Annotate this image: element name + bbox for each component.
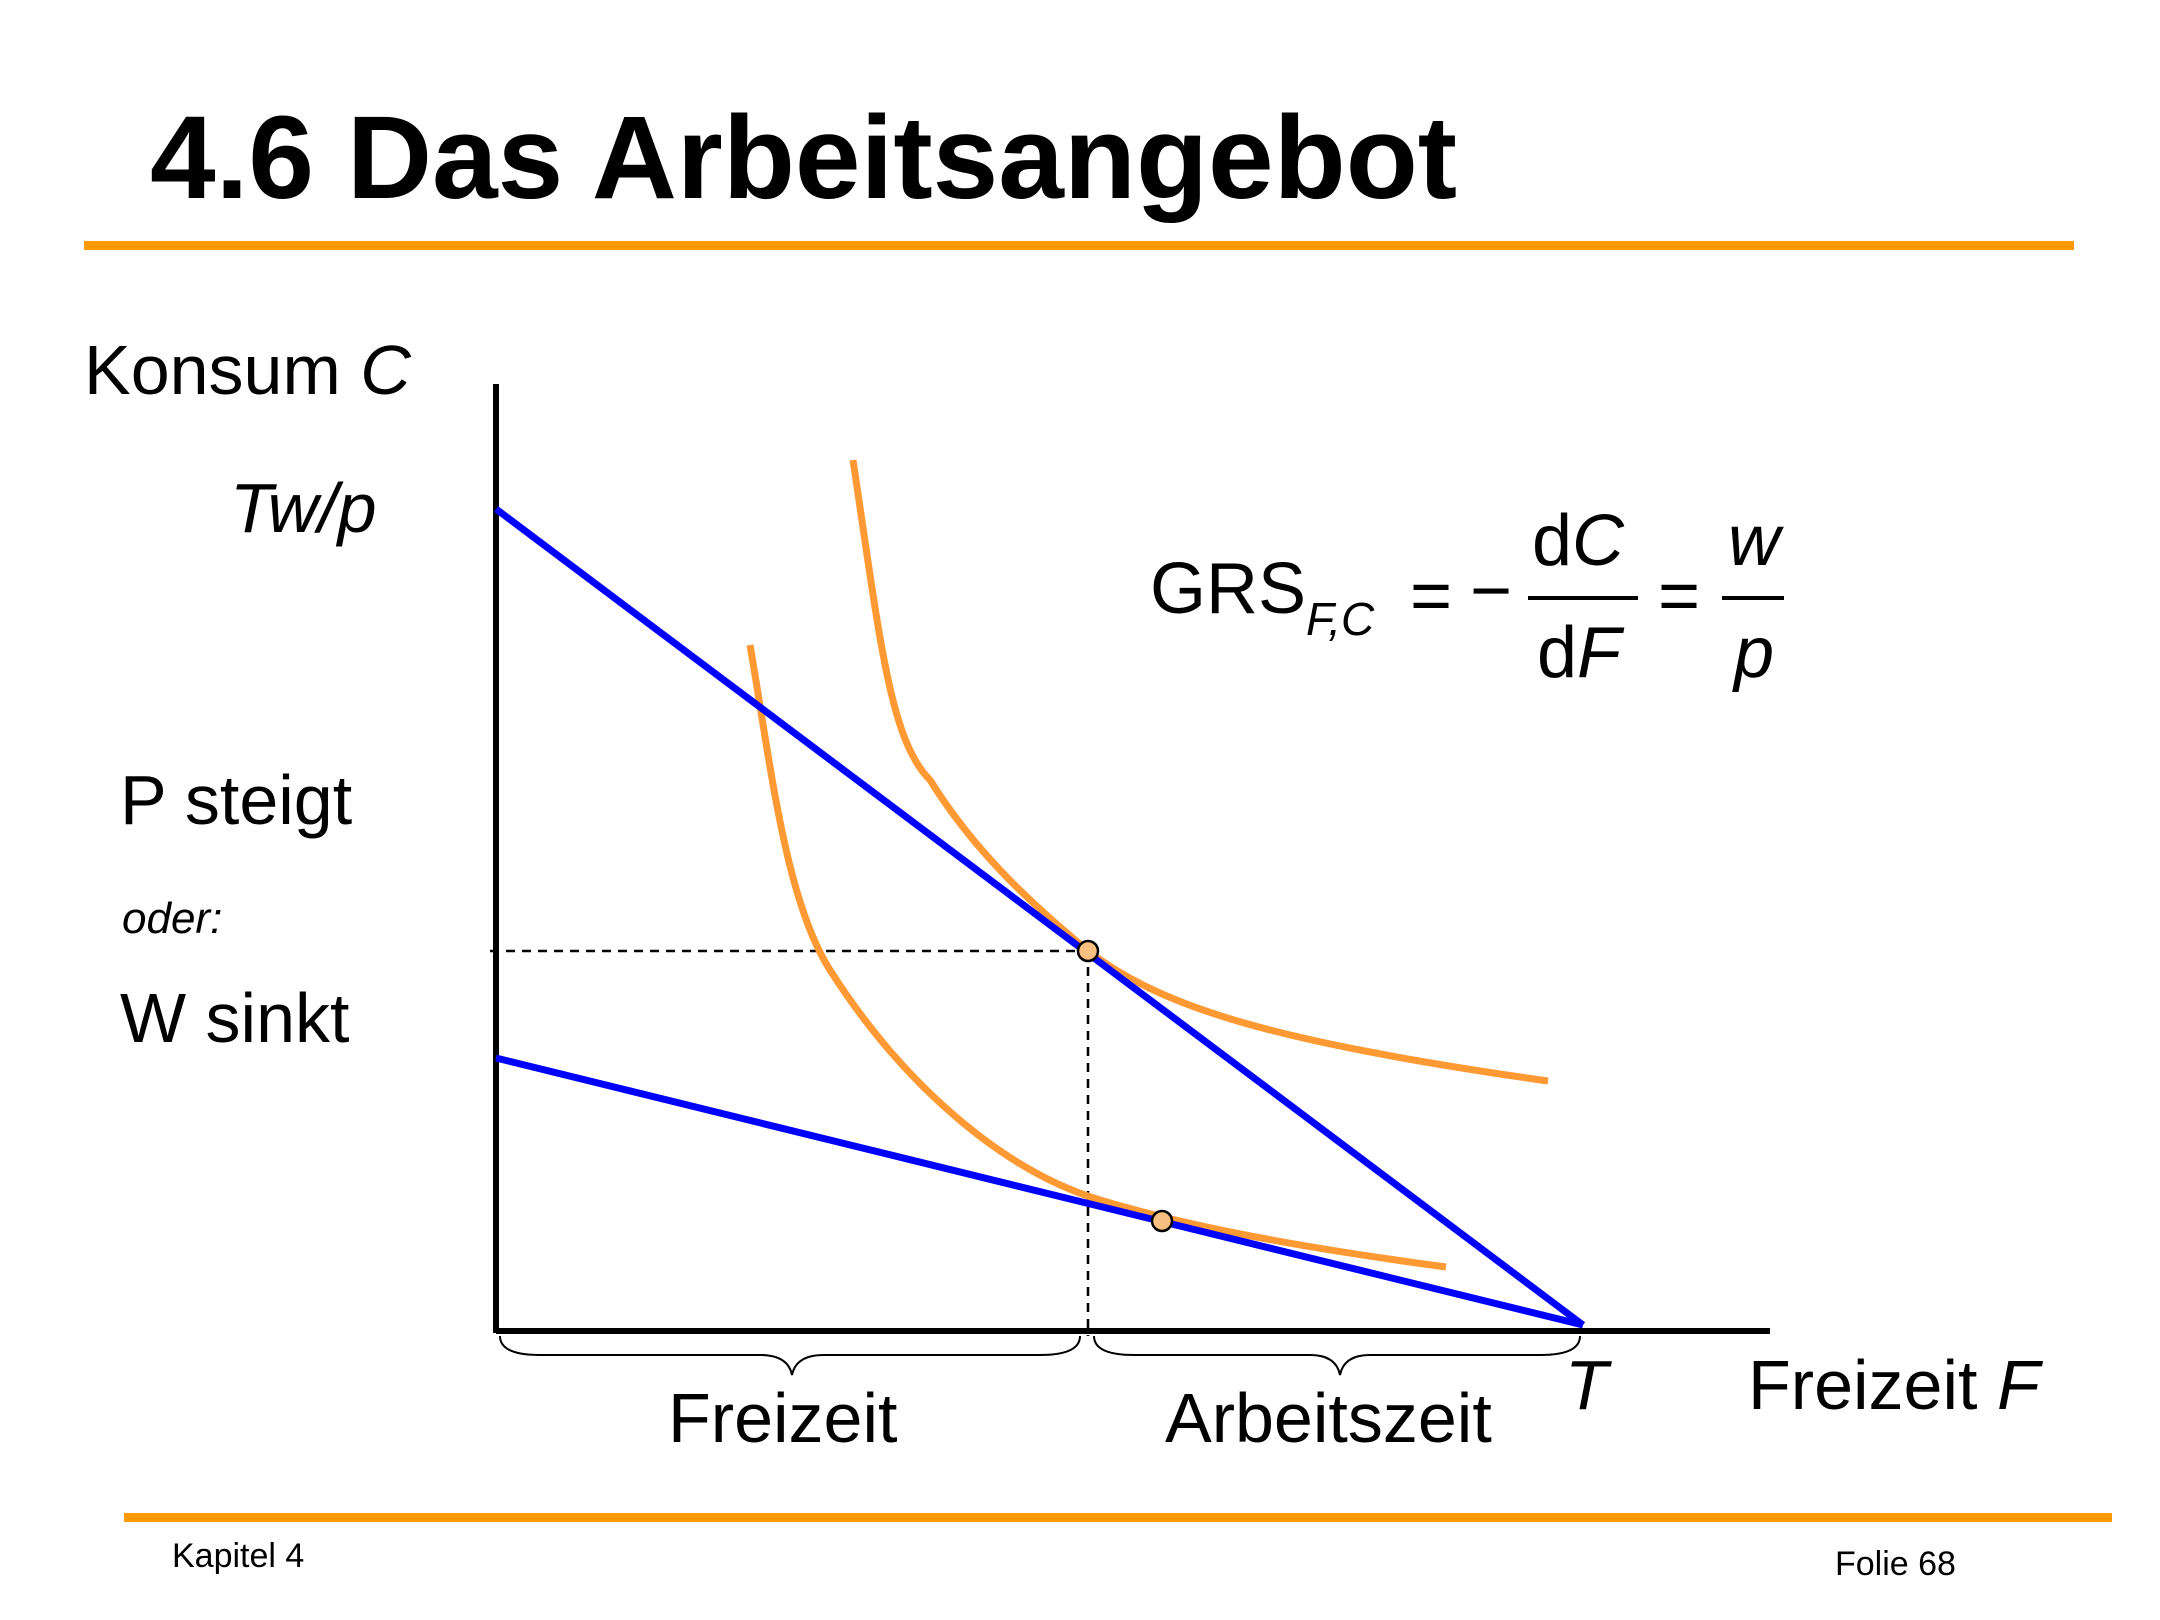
optimum-point-original (1076, 939, 1100, 963)
formula-minus: − (1470, 551, 1513, 631)
optimum-point-new (1150, 1209, 1174, 1233)
footer-slide-number: Folie 68 (1835, 1545, 1956, 1583)
fraction-2-numerator: w (1728, 501, 1780, 581)
title-underline (84, 241, 2074, 250)
budget-line-original (493, 506, 1586, 1328)
fraction-2-denominator: p (1734, 613, 1775, 693)
fraction-1-denominator: dF (1537, 613, 1622, 693)
side-note-oder: oder: (122, 894, 223, 943)
side-note-w-sinkt: W sinkt (120, 979, 350, 1057)
formula-lhs: GRSF,C (1150, 549, 1375, 645)
indifference-curve-upper (849, 459, 1549, 1085)
brace-label-freizeit: Freizeit (668, 1379, 898, 1457)
y-axis-label-text: Konsum (84, 331, 341, 409)
fraction-1-bar (1528, 596, 1638, 600)
budget-line-new (495, 1054, 1584, 1329)
brace-freizeit (499, 1335, 1081, 1376)
x-axis-label-text: Freizeit (1748, 1346, 1978, 1424)
y-intercept-label: Tw/p (230, 469, 377, 547)
slide-title: 4.6 Das Arbeitsangebot (150, 92, 1458, 224)
fraction-2-bar (1722, 596, 1784, 600)
x-axis-label: Freizeit F (1748, 1345, 2040, 1425)
x-axis-variable: F (1996, 1346, 2040, 1424)
footer-rule (124, 1513, 2112, 1522)
formula-equals-2: = (1658, 556, 1701, 636)
side-note-p-steigt: P steigt (120, 761, 353, 839)
y-axis-variable: C (360, 331, 411, 409)
formula-equals-1: = (1410, 556, 1453, 636)
footer-chapter: Kapitel 4 (172, 1537, 305, 1575)
brace-arbeitszeit (1093, 1335, 1581, 1376)
x-endpoint-label: T (1565, 1346, 1608, 1424)
indifference-curve-lower (746, 644, 1447, 1271)
formula-lhs-subscript: F,C (1306, 593, 1375, 645)
y-axis-label: Konsum C (84, 330, 411, 410)
fraction-1-numerator: dC (1532, 501, 1625, 581)
brace-label-arbeitszeit: Arbeitszeit (1165, 1379, 1492, 1457)
